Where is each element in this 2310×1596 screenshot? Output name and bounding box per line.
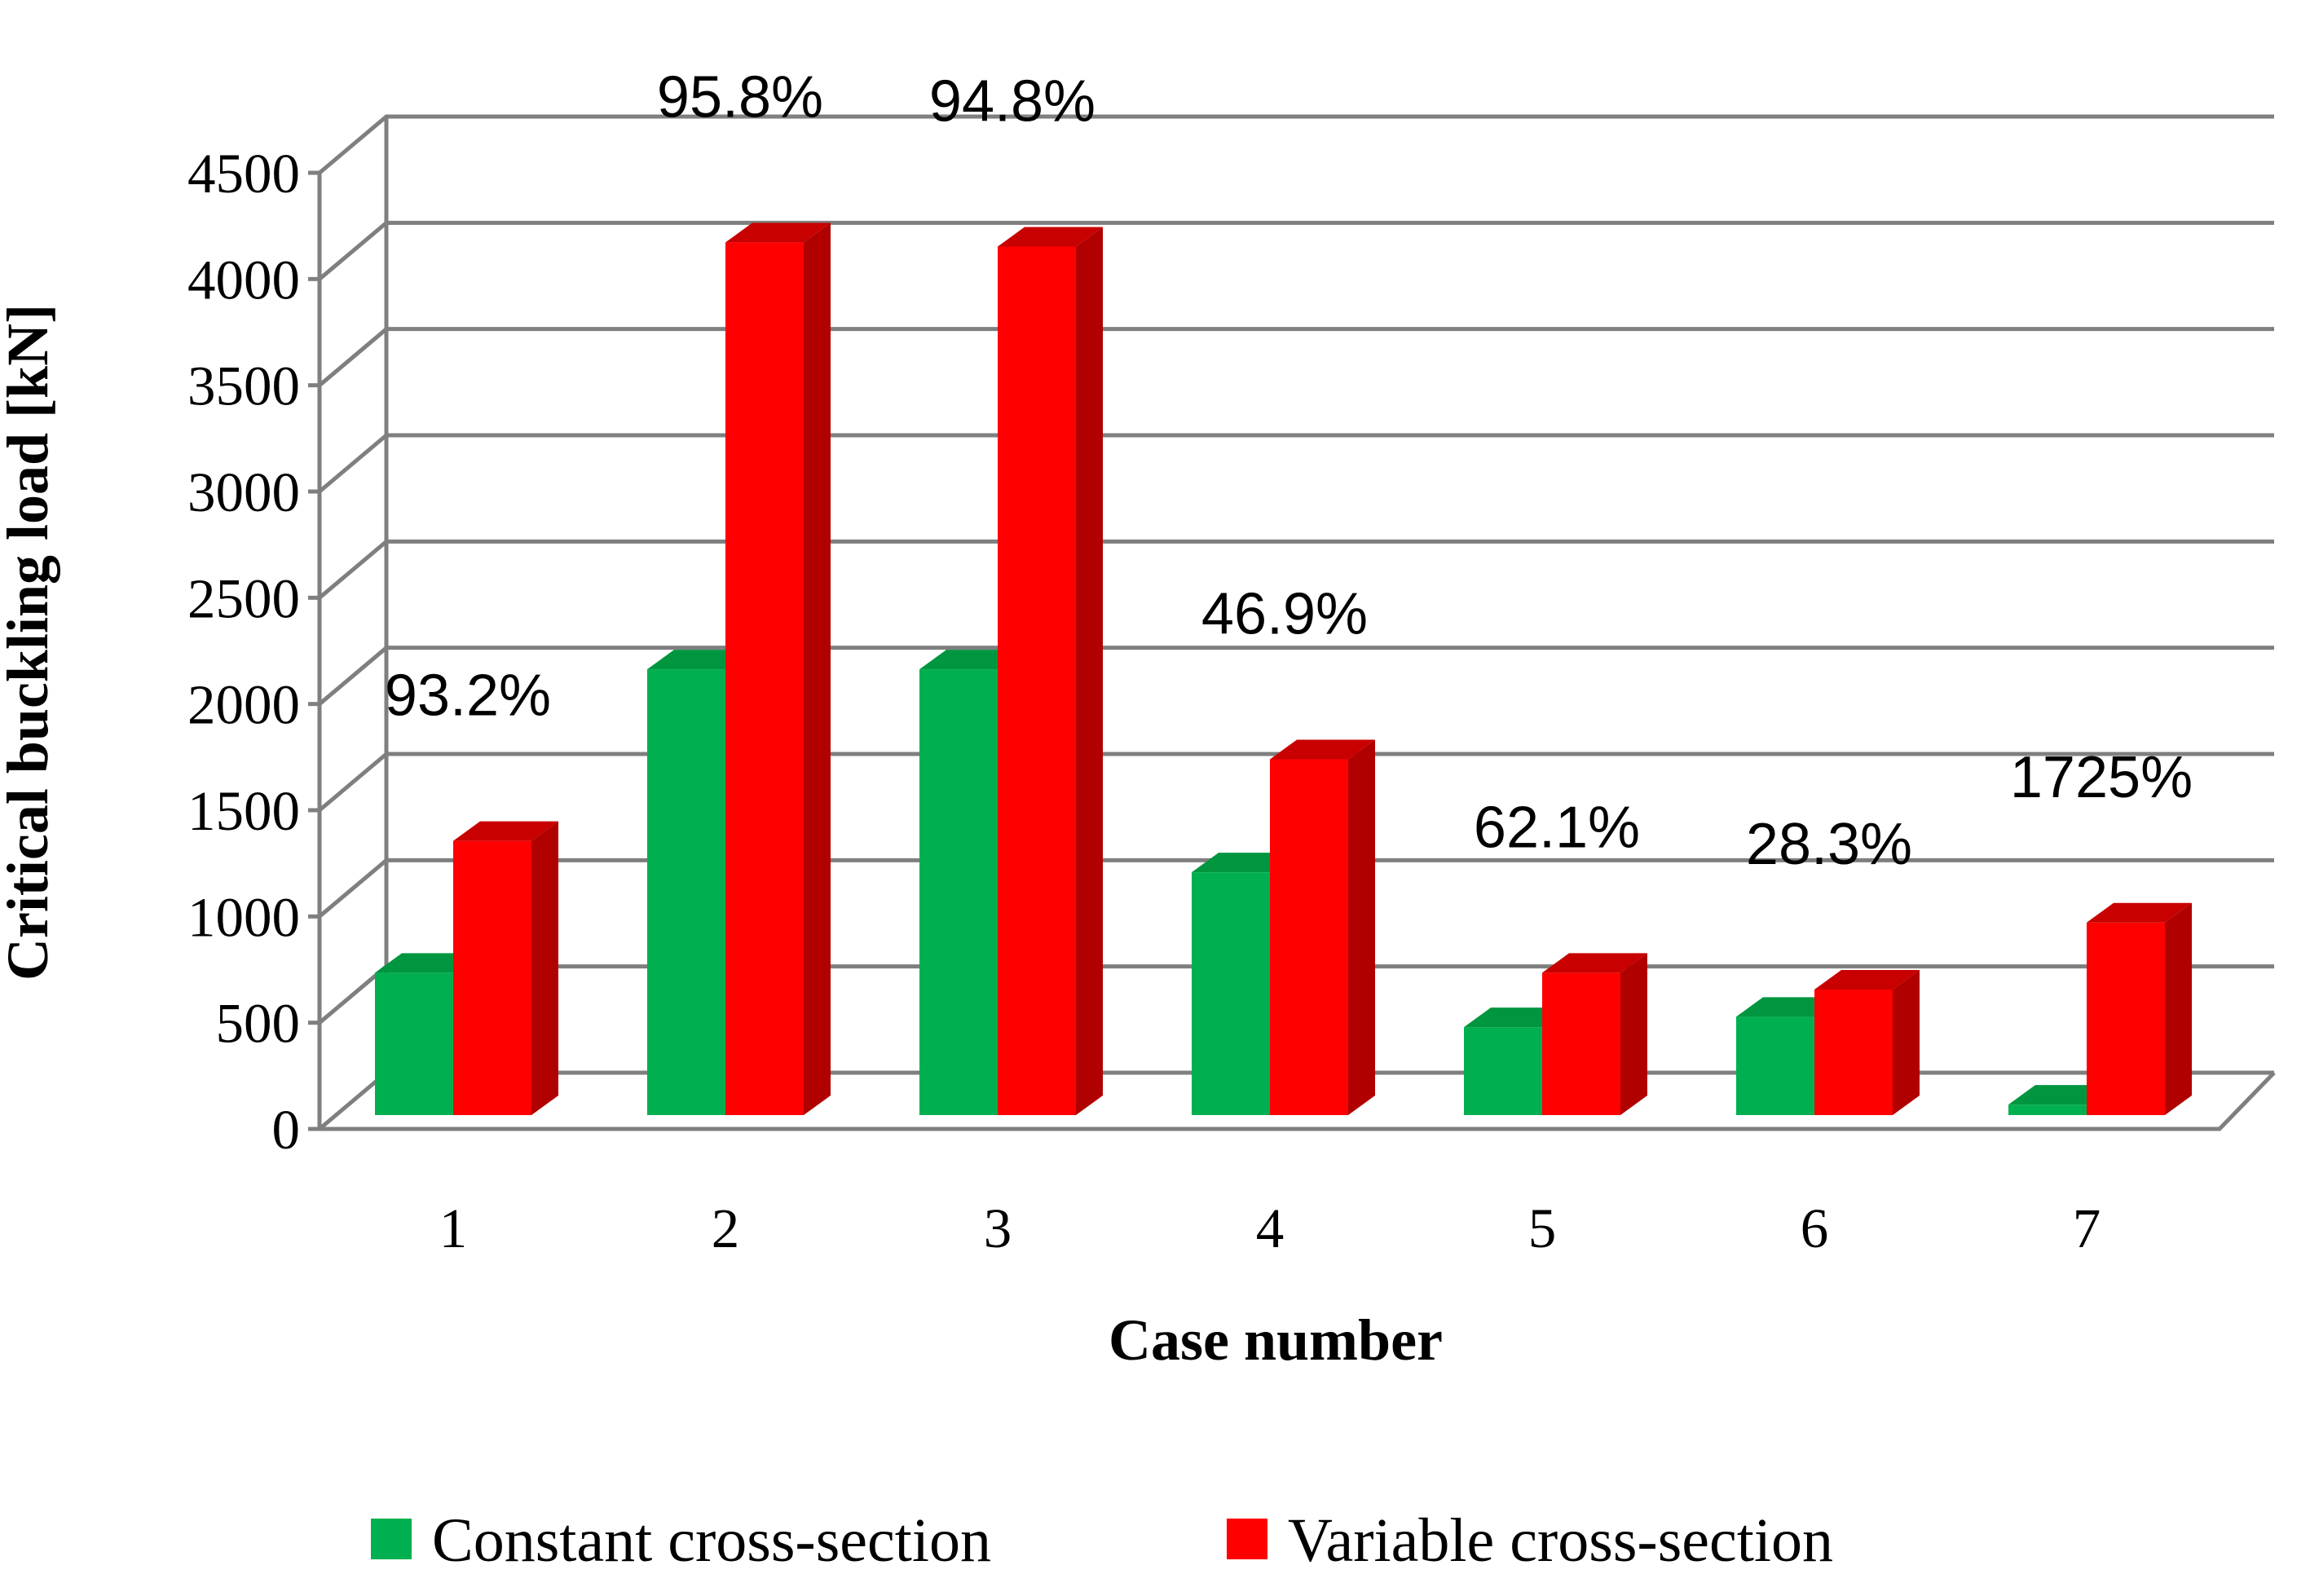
gridline xyxy=(318,858,2274,919)
legend-label-variable: Variable cross-section xyxy=(1288,1506,1833,1575)
bar xyxy=(1542,953,1647,1115)
bar-top xyxy=(1542,953,1647,973)
legend-item-constant: Constant cross-section xyxy=(371,1506,991,1575)
bar-side xyxy=(1348,739,1375,1115)
y-axis-title: Critical buckling load [kN] xyxy=(0,304,60,981)
gridline xyxy=(318,646,2274,706)
bar-side xyxy=(531,821,558,1115)
percentage-label: 93.2% xyxy=(385,664,551,729)
percentage-label: 62.1% xyxy=(1474,795,1640,860)
gridline xyxy=(318,220,2274,281)
bar-top xyxy=(1814,969,1920,990)
legend-swatch-constant xyxy=(371,1519,412,1559)
x-axis-title: Case number xyxy=(1109,1307,1443,1373)
percentage-label: 28.3% xyxy=(1746,812,1912,877)
gridline xyxy=(318,114,2274,174)
x-tick-label: 2 xyxy=(712,1197,740,1259)
y-axis-tick-labels: 0 500 1000 1500 2000 2500 3000 3500 4000 4500 xyxy=(187,143,300,1161)
bar-front xyxy=(453,840,531,1115)
y-tick-label: 3500 xyxy=(187,355,300,417)
bar-front xyxy=(1192,872,1270,1115)
bar-top xyxy=(1270,739,1375,760)
percentage-label: 1725% xyxy=(2010,745,2193,810)
bar xyxy=(2087,902,2192,1115)
floor-edge xyxy=(320,1071,2276,1131)
y-tick-label: 4500 xyxy=(187,143,300,205)
bar-front xyxy=(1270,759,1348,1115)
bar-front xyxy=(1814,989,1893,1115)
legend: Constant cross-section Variable cross-se… xyxy=(371,1506,1833,1575)
x-tick-label: 4 xyxy=(1256,1197,1285,1259)
x-tick-label: 5 xyxy=(1528,1197,1557,1259)
x-tick-label: 7 xyxy=(2073,1197,2101,1259)
bar-front xyxy=(998,246,1076,1115)
gridline xyxy=(318,433,2274,493)
bar-front xyxy=(2087,922,2165,1115)
bar-front xyxy=(647,669,725,1115)
y-tick-label: 1000 xyxy=(187,886,300,948)
gridline xyxy=(318,752,2274,812)
legend-label-constant: Constant cross-section xyxy=(432,1506,991,1575)
percentage-label: 94.8% xyxy=(929,68,1095,134)
y-tick-label: 1500 xyxy=(187,780,300,842)
bar xyxy=(1814,969,1920,1115)
x-axis-tick-labels: 1 2 3 4 5 6 7 xyxy=(439,1197,2101,1259)
bar-front xyxy=(2008,1104,2087,1115)
x-tick-label: 3 xyxy=(984,1197,1012,1259)
legend-item-variable: Variable cross-section xyxy=(1227,1506,1833,1575)
y-tick-label: 2000 xyxy=(187,674,300,736)
bar-side xyxy=(804,223,831,1115)
y-tick-label: 500 xyxy=(216,993,301,1055)
bar-front xyxy=(1736,1016,1814,1115)
bar-top xyxy=(2087,902,2192,923)
bar-front xyxy=(1464,1027,1542,1115)
bar-front xyxy=(725,242,804,1115)
gridline xyxy=(318,539,2274,600)
y-tick-label: 2500 xyxy=(187,567,300,629)
bar-front xyxy=(1542,972,1620,1115)
bar xyxy=(998,227,1103,1115)
bar-top xyxy=(725,223,831,243)
percentage-annotations: 93.2% 95.8% 94.8% 46.9% 62.1% 28.3% 1725% xyxy=(385,64,2193,877)
bar-side xyxy=(1893,969,1920,1115)
bar-front xyxy=(919,669,998,1115)
percentage-label: 95.8% xyxy=(657,64,823,130)
y-tick-label: 4000 xyxy=(187,249,300,311)
bar-side xyxy=(1620,953,1647,1115)
gridline xyxy=(318,327,2274,387)
bar xyxy=(453,821,558,1115)
bar-top xyxy=(998,227,1103,247)
x-tick-label: 1 xyxy=(439,1197,468,1259)
bar-top xyxy=(453,821,558,841)
bar-side xyxy=(1076,227,1103,1115)
bar xyxy=(725,223,831,1115)
y-tick-label: 3000 xyxy=(187,461,300,523)
bars xyxy=(375,223,2192,1115)
y-tick-label: 0 xyxy=(272,1099,301,1161)
bar-side xyxy=(2165,902,2192,1115)
bar-front xyxy=(375,972,453,1115)
legend-swatch-variable xyxy=(1227,1519,1267,1559)
percentage-label: 46.9% xyxy=(1201,582,1368,647)
bar xyxy=(1270,739,1375,1115)
x-tick-label: 6 xyxy=(1801,1197,1829,1259)
